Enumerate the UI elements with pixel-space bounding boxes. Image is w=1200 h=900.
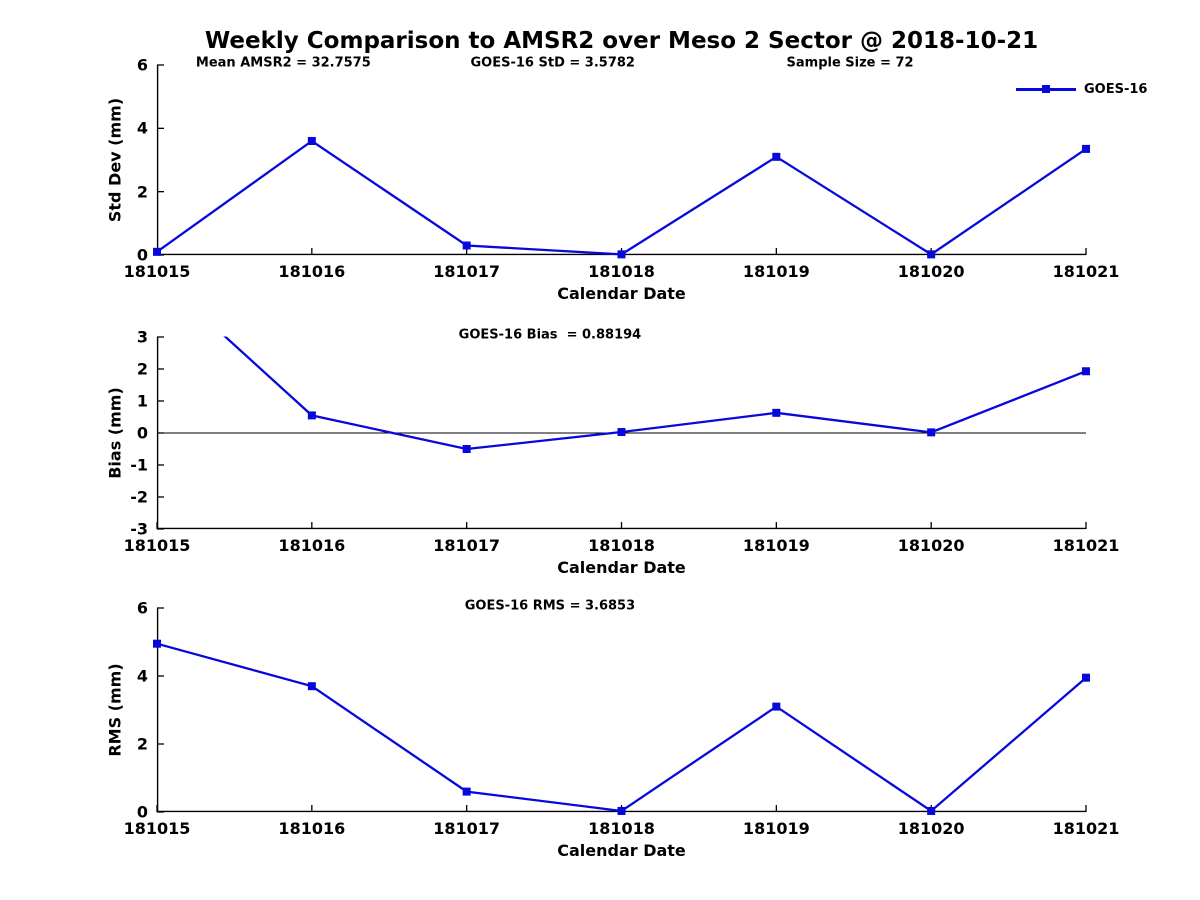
x-tick-label: 181017	[433, 262, 501, 281]
legend: GOES-16	[1016, 81, 1148, 97]
x-tick-label: 181018	[588, 262, 655, 281]
y-tick-label: 4	[136, 666, 148, 686]
x-tick-label: 181015	[123, 536, 191, 555]
y-tick-label: 6	[136, 598, 148, 618]
y-tick-label: 6	[136, 55, 148, 75]
x-tick-label: 181018	[588, 536, 655, 555]
bias-plot-canvas	[156, 336, 1090, 530]
x-tick-label: 181016	[278, 819, 346, 838]
rms-y-axis-label: RMS (mm)	[105, 663, 125, 757]
stddev-annotation: Mean AMSR2 = 32.7575	[195, 55, 371, 71]
x-tick-label: 181021	[1052, 819, 1120, 838]
stddev-plot-canvas	[153, 64, 1090, 259]
y-tick-label: 4	[136, 118, 148, 138]
y-tick-label: 2	[136, 182, 148, 202]
rms-annotation: GOES-16 RMS = 3.6853	[464, 598, 636, 614]
x-tick-label: 181018	[588, 819, 655, 838]
y-tick-label: 2	[136, 359, 148, 379]
y-tick-label: -3	[130, 519, 148, 539]
x-tick-label: 181019	[742, 819, 810, 838]
x-tick-label: 181016	[278, 262, 346, 281]
legend-square-marker-icon	[1042, 85, 1050, 93]
x-tick-label: 181016	[278, 536, 346, 555]
figure-title: Weekly Comparison to AMSR2 over Meso 2 S…	[204, 28, 1039, 54]
legend-line-sample	[1016, 85, 1076, 93]
x-tick-label: 181019	[742, 262, 810, 281]
bias-x-axis-label: Calendar Date	[557, 558, 686, 577]
stddev-x-axis-label: Calendar Date	[557, 284, 686, 303]
subplot-rms: RMS (mm) Calendar Date 181015 181016 18101…	[106, 599, 1120, 861]
x-tick-label: 181020	[897, 536, 965, 555]
x-tick-label: 181019	[742, 536, 810, 555]
y-tick-label: 1	[136, 391, 148, 411]
rms-plot-canvas	[153, 607, 1090, 815]
subplot-stddev: Std Dev (mm) Calendar Date 181015 181016 1…	[106, 56, 1120, 304]
stddev-y-axis-label: Std Dev (mm)	[105, 97, 125, 223]
x-tick-label: 181021	[1052, 262, 1120, 281]
x-tick-label: 181017	[433, 819, 501, 838]
subplot-bias: Bias (mm) Calendar Date 181015 181016 1810…	[106, 328, 1120, 578]
stddev-annotation: GOES-16 StD = 3.5782	[470, 55, 635, 71]
x-tick-label: 181015	[123, 819, 191, 838]
y-tick-label: -2	[130, 487, 148, 507]
x-tick-label: 181020	[897, 262, 965, 281]
x-tick-label: 181017	[433, 536, 501, 555]
stddev-annotation: Sample Size = 72	[786, 55, 914, 71]
y-tick-label: 0	[136, 423, 148, 443]
legend-label: GOES-16	[1084, 81, 1148, 97]
y-tick-label: -1	[130, 455, 148, 475]
rms-x-axis-label: Calendar Date	[557, 841, 686, 860]
x-tick-label: 181021	[1052, 536, 1120, 555]
bias-annotation: GOES-16 Bias = 0.88194	[458, 327, 642, 343]
y-tick-label: 0	[136, 802, 148, 822]
y-tick-label: 3	[136, 327, 148, 347]
bias-y-axis-label: Bias (mm)	[105, 387, 125, 479]
x-tick-label: 181015	[123, 262, 191, 281]
x-tick-label: 181020	[897, 819, 965, 838]
y-tick-label: 0	[136, 245, 148, 265]
y-tick-label: 2	[136, 734, 148, 754]
